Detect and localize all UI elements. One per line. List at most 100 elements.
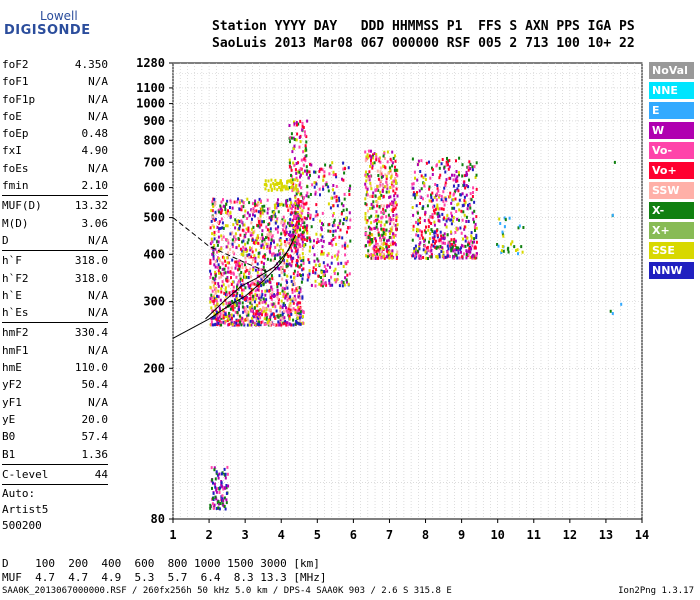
echo-point bbox=[307, 214, 310, 218]
echo-point bbox=[322, 274, 325, 278]
param-name: yE bbox=[2, 412, 16, 426]
echo-point bbox=[466, 173, 468, 177]
echo-point bbox=[241, 278, 244, 282]
echo-point bbox=[291, 243, 294, 247]
echo-point bbox=[443, 203, 446, 207]
echo-point bbox=[276, 285, 279, 289]
echo-point bbox=[257, 241, 260, 245]
echo-point bbox=[217, 263, 220, 267]
echo-point bbox=[464, 244, 467, 248]
echo-point bbox=[323, 265, 326, 268]
echo-point bbox=[269, 293, 272, 297]
echo-point bbox=[394, 191, 397, 195]
echo-point bbox=[378, 159, 381, 163]
echo-point bbox=[272, 295, 275, 298]
echo-point bbox=[282, 261, 285, 265]
echo-point bbox=[374, 226, 377, 230]
echo-point bbox=[449, 195, 452, 198]
echo-point bbox=[227, 251, 230, 255]
echo-point bbox=[286, 274, 289, 278]
echo-point bbox=[289, 298, 292, 302]
echo-point bbox=[211, 252, 214, 256]
echo-point bbox=[224, 286, 227, 290]
echo-point bbox=[454, 248, 457, 252]
echo-point bbox=[468, 242, 471, 246]
echo-point bbox=[288, 315, 291, 318]
echo-point bbox=[308, 249, 311, 253]
y-tick-label: 800 bbox=[143, 133, 165, 147]
echo-point bbox=[448, 255, 451, 258]
echo-point bbox=[295, 138, 298, 142]
param-name: foEp bbox=[2, 127, 29, 141]
echo-point bbox=[275, 206, 278, 210]
echo-point bbox=[325, 283, 328, 287]
param-name: hmE bbox=[2, 361, 22, 375]
echo-point bbox=[290, 136, 293, 140]
echo-point bbox=[295, 176, 298, 180]
echo-point bbox=[217, 269, 220, 273]
echo-point bbox=[271, 304, 274, 308]
echo-point bbox=[375, 153, 378, 156]
echo-point bbox=[250, 208, 253, 212]
echo-point bbox=[324, 163, 327, 167]
param-value: N/A bbox=[88, 343, 108, 357]
echo-point bbox=[432, 240, 435, 244]
echo-point bbox=[233, 200, 236, 204]
echo-point bbox=[288, 317, 291, 321]
echo-point bbox=[395, 216, 398, 220]
echo-point bbox=[365, 244, 367, 248]
echo-point bbox=[370, 202, 373, 206]
echo-point bbox=[442, 190, 445, 194]
echo-point bbox=[293, 138, 296, 141]
echo-point bbox=[470, 247, 473, 251]
echo-point bbox=[326, 269, 329, 273]
echo-point bbox=[396, 174, 399, 178]
echo-point bbox=[293, 282, 296, 286]
echo-point bbox=[431, 166, 433, 170]
echo-point bbox=[390, 208, 393, 212]
param-row: h`F 318.0 bbox=[2, 252, 108, 269]
echo-point bbox=[374, 254, 377, 258]
echo-point bbox=[322, 239, 325, 243]
echo-point bbox=[475, 173, 478, 177]
echo-point bbox=[241, 296, 244, 300]
echo-point bbox=[369, 174, 372, 178]
echo-point bbox=[288, 124, 291, 127]
echo-point bbox=[290, 223, 293, 227]
echo-point bbox=[246, 211, 249, 215]
echo-point bbox=[427, 228, 430, 232]
echo-point bbox=[258, 301, 261, 305]
echo-point bbox=[333, 218, 336, 222]
echo-point bbox=[238, 220, 241, 223]
echo-point bbox=[254, 202, 256, 206]
echo-point bbox=[396, 194, 399, 198]
echo-point bbox=[292, 188, 295, 192]
echo-point bbox=[284, 227, 287, 231]
echo-point bbox=[303, 221, 306, 225]
echo-point bbox=[244, 256, 247, 260]
echo-point bbox=[232, 314, 235, 318]
echo-point bbox=[236, 323, 239, 327]
echo-point bbox=[220, 316, 223, 320]
echo-point bbox=[246, 309, 249, 313]
param-value: 1.36 bbox=[81, 447, 109, 461]
echo-point bbox=[225, 484, 228, 487]
echo-point bbox=[285, 230, 288, 234]
echo-point bbox=[265, 289, 268, 293]
echo-point bbox=[294, 322, 297, 326]
echo-point bbox=[304, 243, 307, 247]
echo-point bbox=[220, 284, 223, 288]
echo-point bbox=[210, 306, 213, 310]
echo-point bbox=[262, 244, 265, 248]
echo-point bbox=[305, 226, 308, 230]
echo-point bbox=[328, 281, 331, 285]
echo-point bbox=[214, 477, 217, 481]
header-labels: Station YYYY DAY DDD HHMMSS P1 FFS S AXN… bbox=[212, 19, 635, 34]
echo-point bbox=[445, 219, 448, 223]
echo-point bbox=[418, 189, 421, 193]
echo-point bbox=[224, 312, 227, 316]
echo-point bbox=[390, 175, 393, 178]
echo-point bbox=[423, 219, 426, 223]
echo-point bbox=[453, 192, 456, 196]
echo-point bbox=[239, 316, 242, 320]
